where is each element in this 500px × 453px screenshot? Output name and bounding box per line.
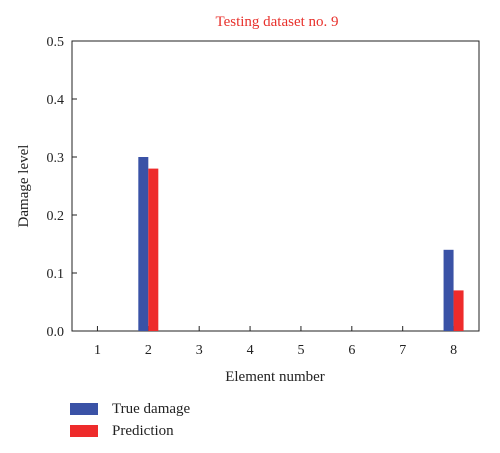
x-tick-label: 2: [145, 343, 152, 358]
y-tick-label: 0.0: [47, 325, 65, 340]
bar-true-damage-8: [443, 249, 454, 331]
bar-true-damage-2: [138, 157, 149, 331]
x-tick-label: 4: [247, 343, 254, 358]
chart-title: Testing dataset no. 9: [215, 14, 338, 30]
legend-item-true-damage: True damage: [70, 398, 190, 420]
x-tick-label: 5: [297, 343, 304, 358]
bar-prediction-2: [148, 168, 159, 331]
y-tick-label: 0.4: [47, 93, 65, 108]
bars: [138, 157, 464, 331]
x-tick-label: 7: [399, 343, 406, 358]
y-axis: 0.0 0.1 0.2 0.3 0.4 0.5: [47, 35, 77, 340]
y-axis-label: Damage level: [16, 145, 32, 228]
bar-prediction-8: [453, 290, 464, 331]
plot-frame: [71, 40, 480, 332]
x-tick-label: 3: [196, 343, 203, 358]
legend-item-prediction: Prediction: [70, 420, 190, 442]
y-tick-label: 0.2: [47, 209, 65, 224]
x-tick-label: 6: [348, 343, 355, 358]
legend-swatch-true-damage: [70, 403, 98, 415]
legend: True damage Prediction: [70, 398, 190, 442]
y-tick-label: 0.3: [47, 151, 65, 166]
x-axis-label: Element number: [225, 369, 325, 385]
y-tick-label: 0.1: [47, 267, 65, 282]
y-tick-label: 0.5: [47, 35, 65, 50]
x-tick-label: 1: [94, 343, 101, 358]
legend-swatch-prediction: [70, 425, 98, 437]
x-tick-label: 8: [450, 343, 457, 358]
legend-label-true-damage: True damage: [112, 400, 191, 417]
legend-label-prediction: Prediction: [112, 422, 174, 439]
